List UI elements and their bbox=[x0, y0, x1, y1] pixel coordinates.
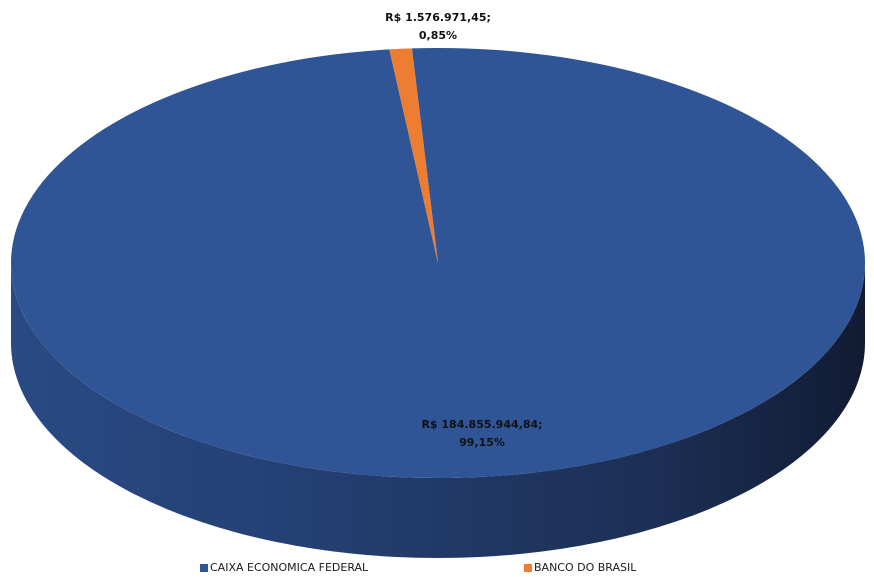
legend-swatch-caixa bbox=[200, 563, 208, 572]
legend-swatch-banco-do-brasil bbox=[524, 563, 532, 572]
pie-slice-caixa bbox=[11, 48, 866, 479]
legend-label-caixa: CAIXA ECONOMICA FEDERAL bbox=[210, 561, 369, 574]
data-label-value-caixa: R$ 184.855.944,84; bbox=[421, 418, 542, 431]
data-label-percent-banco-do-brasil: 0,85% bbox=[419, 29, 457, 42]
pie-top-slices bbox=[11, 48, 866, 479]
legend-item-caixa: CAIXA ECONOMICA FEDERAL bbox=[200, 561, 368, 574]
pie-data-labels: R$ 184.855.944,84; 99,15% R$ 1.576.971,45;… bbox=[385, 11, 542, 449]
legend: CAIXA ECONOMICA FEDERAL BANCO DO BRASIL bbox=[0, 561, 874, 577]
legend-item-banco-do-brasil: BANCO DO BRASIL bbox=[524, 561, 636, 574]
pie-side-walls bbox=[11, 263, 865, 558]
pie-slice-banco-do-brasil bbox=[389, 48, 438, 264]
data-label-percent-caixa: 99,15% bbox=[459, 436, 505, 449]
pie-side-caixa bbox=[11, 263, 865, 558]
legend-label-banco-do-brasil: BANCO DO BRASIL bbox=[534, 561, 637, 574]
data-label-value-banco-do-brasil: R$ 1.576.971,45; bbox=[385, 11, 491, 24]
